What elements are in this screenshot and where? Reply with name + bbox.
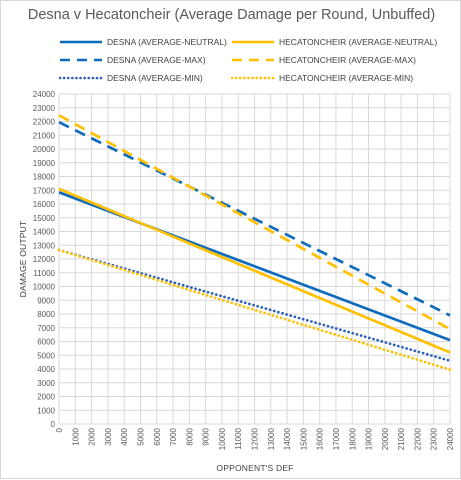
- series-lines: [57, 114, 452, 372]
- y-tick-label: 18000: [33, 173, 56, 182]
- legend-swatch: [232, 58, 274, 62]
- series-line-5: [57, 248, 452, 372]
- x-tick-label: 14000: [283, 427, 292, 450]
- legend-label: HECATONCHEIR (AVERAGE-MIN): [279, 73, 414, 83]
- y-tick-label: 4000: [37, 365, 55, 374]
- x-tick-label: 1000: [71, 427, 80, 445]
- legend-item-desna-min: DESNA (AVERAGE-MIN): [59, 71, 203, 85]
- y-tick-label: 1000: [37, 406, 55, 415]
- legend-item-desna-max: DESNA (AVERAGE-MAX): [59, 53, 206, 67]
- y-tick-label: 13000: [33, 241, 56, 250]
- x-tick-label: 15000: [299, 427, 308, 450]
- x-tick-label: 16000: [316, 427, 325, 450]
- chart-title: Desna v Hecatoncheir (Average Damage per…: [27, 7, 436, 23]
- y-tick-label: 6000: [37, 338, 55, 347]
- x-tick-label: 7000: [169, 427, 178, 445]
- legend-swatch: [60, 40, 102, 44]
- x-axis-title: OPPONENT'S DEF: [216, 463, 293, 473]
- x-tick-label: 9000: [202, 427, 211, 445]
- x-tick-label: 10000: [218, 427, 227, 450]
- x-tick-label: 17000: [332, 427, 341, 450]
- legend-label: DESNA (AVERAGE-MIN): [107, 73, 203, 83]
- x-tick-label: 0: [55, 427, 64, 432]
- y-tick-label: 21000: [33, 131, 56, 140]
- y-tick-label: 16000: [33, 200, 56, 209]
- series-line-1: [58, 187, 451, 354]
- y-tick-label: 24000: [33, 90, 56, 99]
- legend-label: HECATONCHEIR (AVERAGE-MAX): [279, 55, 416, 65]
- series-line-2: [58, 120, 451, 317]
- gridlines: [58, 93, 451, 425]
- x-tick-label: 11000: [234, 427, 243, 449]
- x-tick-label: 22000: [413, 427, 422, 450]
- legend-item-hecatoncheir-max: HECATONCHEIR (AVERAGE-MAX): [231, 53, 416, 67]
- x-tick-label: 4000: [120, 427, 129, 445]
- y-tick-label: 0: [51, 420, 56, 429]
- y-tick-label: 5000: [37, 351, 55, 360]
- series-line-3: [58, 114, 451, 331]
- x-tick-label: 2000: [88, 427, 97, 445]
- y-tick-label: 9000: [37, 296, 55, 305]
- y-tick-label: 11000: [33, 269, 55, 278]
- x-tick-label: 12000: [251, 427, 260, 450]
- y-tick-label: 12000: [33, 255, 56, 264]
- series-line-4: [57, 248, 452, 363]
- x-tick-label: 8000: [185, 427, 194, 445]
- y-tick-label: 17000: [33, 186, 56, 195]
- legend-swatch: [60, 58, 102, 62]
- x-tick-label: 18000: [348, 427, 357, 450]
- legend-swatch: [59, 76, 103, 80]
- legend-label: DESNA (AVERAGE-NEUTRAL): [107, 37, 227, 47]
- x-tick-label: 24000: [446, 427, 455, 450]
- x-tick-label: 23000: [430, 427, 439, 450]
- x-tick-label: 19000: [365, 427, 374, 450]
- y-tick-label: 2000: [37, 393, 55, 402]
- y-tick-label: 23000: [33, 104, 56, 113]
- x-tick-label: 20000: [381, 427, 390, 450]
- x-tick-label: 21000: [397, 427, 406, 450]
- x-tick-label: 3000: [104, 427, 113, 445]
- x-axis-ticks: 0 1000 2000 3000 4000 5000 6000 7000 8000 9000 100…: [55, 427, 455, 450]
- y-tick-label: 22000: [33, 118, 56, 127]
- y-tick-label: 15000: [33, 214, 56, 223]
- y-tick-label: 19000: [33, 159, 56, 168]
- x-tick-label: 5000: [136, 427, 145, 445]
- y-tick-label: 3000: [37, 379, 55, 388]
- x-tick-label: 6000: [153, 427, 162, 445]
- y-tick-label: 8000: [37, 310, 55, 319]
- legend-swatch: [232, 40, 274, 44]
- legend-swatch: [231, 76, 275, 80]
- y-axis-ticks: 0 1000 2000 3000 4000 5000 6000 7000 8000 9000 100…: [33, 90, 56, 429]
- y-axis-title: DAMAGE OUTPUT: [18, 221, 28, 298]
- y-tick-label: 14000: [33, 228, 56, 237]
- legend-item-hecatoncheir-min: HECATONCHEIR (AVERAGE-MIN): [231, 71, 413, 85]
- legend-item-hecatoncheir-neutral: HECATONCHEIR (AVERAGE-NEUTRAL): [231, 35, 437, 49]
- y-tick-label: 20000: [33, 145, 56, 154]
- y-tick-label: 7000: [37, 324, 55, 333]
- y-tick-label: 10000: [33, 283, 56, 292]
- x-tick-label: 13000: [267, 427, 276, 450]
- legend-item-desna-neutral: DESNA (AVERAGE-NEUTRAL): [59, 35, 227, 49]
- legend-label: DESNA (AVERAGE-MAX): [107, 55, 206, 65]
- legend-label: HECATONCHEIR (AVERAGE-NEUTRAL): [279, 37, 438, 47]
